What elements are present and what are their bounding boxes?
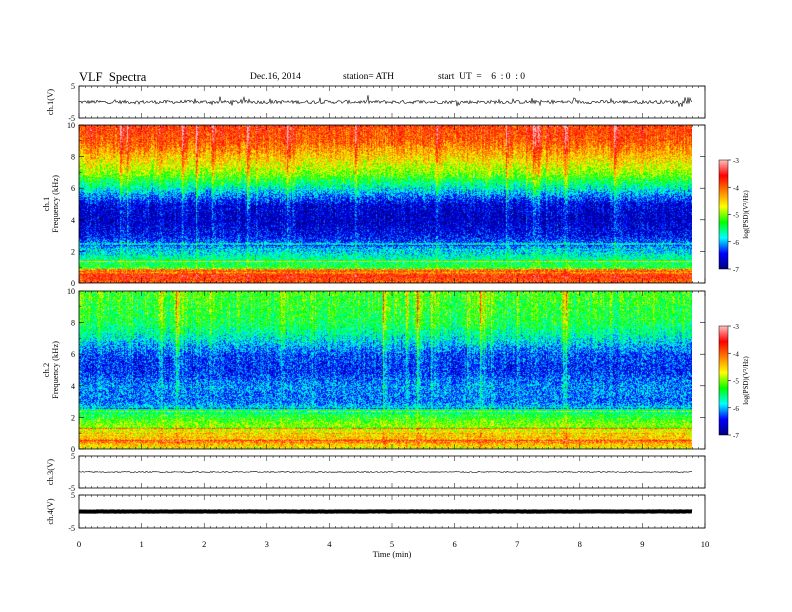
ylabel-voltage: ch.1(V) [45,89,55,115]
x-axis-label: Time (min) [373,549,412,559]
y-tick-label: 2 [71,247,75,256]
colorbar-tick-label: -6 [733,239,739,247]
y-tick-label: 4 [71,382,75,391]
y-tick-label: 10 [67,287,75,296]
panel-3 [78,290,731,450]
colorbar-tick-label: -5 [733,212,739,220]
colorbar-label: log(PSD)(V²/Hz) [742,190,750,239]
waveform-trace [78,471,693,474]
spectrogram-ch2 [79,291,692,449]
panel-4 [78,455,706,489]
x-tick-label: 7 [515,539,519,549]
ylabel-frequency: Frequency (kHz) [50,175,60,233]
colorbar-tick-label: -7 [733,266,739,274]
colorbar-tick-label: -7 [733,432,739,440]
y-tick-label: 2 [71,413,75,422]
y-tick-label: 10 [67,121,75,130]
panel-2 [78,124,731,284]
station-label: station= ATH [343,72,395,82]
panel-5 [78,494,706,529]
waveform-trace [78,95,693,108]
colorbar-tick-label: -6 [733,405,739,413]
y-tick-label: 0 [71,279,75,288]
y-tick-label: 0 [71,445,75,454]
colorbar-label: log(PSD)(V²/Hz) [742,356,750,405]
date-label: Dec.16, 2014 [250,72,301,82]
colorbar-tick-label: -4 [733,184,739,192]
start-time-label: start UT = 6 : 0 : 0 [438,72,525,82]
y-tick-label: 5 [71,452,75,461]
y-tick-label: 5 [71,491,75,500]
ylabel-channel: ch.2 [41,363,51,377]
y-tick-label: 4 [71,216,75,225]
x-tick-label: 10 [701,539,710,549]
chart-title: VLF Spectra [79,70,147,84]
x-tick-label: 8 [578,539,582,549]
ylabel-voltage: ch.3(V) [45,459,55,485]
colorbar-tick-label: -4 [733,350,739,358]
y-tick-label: -5 [68,524,75,533]
colorbar [718,159,729,270]
panel-1 [78,85,706,119]
colorbar-tick-label: -3 [733,323,739,331]
y-tick-label: 8 [71,153,75,162]
ylabel-channel: ch.1 [41,197,51,211]
x-tick-label: 2 [202,539,206,549]
x-tick-label: 0 [77,539,81,549]
x-tick-label: 6 [452,539,456,549]
y-tick-label: 6 [71,184,75,193]
colorbar [718,325,729,436]
y-tick-label: -5 [68,114,75,123]
x-tick-label: 4 [327,539,332,549]
spectrogram-ch1 [79,125,692,283]
y-tick-label: 6 [71,350,75,359]
colorbar-tick-label: -3 [733,157,739,165]
y-tick-label: 5 [71,82,75,91]
x-tick-label: 5 [390,539,394,549]
ylabel-voltage: ch.4(V) [45,498,55,524]
colorbar-tick-label: -5 [733,378,739,386]
ylabel-frequency: Frequency (kHz) [50,341,60,399]
x-tick-label: 3 [265,539,269,549]
x-tick-label: 9 [640,539,644,549]
y-tick-label: 8 [71,319,75,328]
x-tick-label: 1 [139,539,143,549]
y-tick-label: -5 [68,484,75,493]
